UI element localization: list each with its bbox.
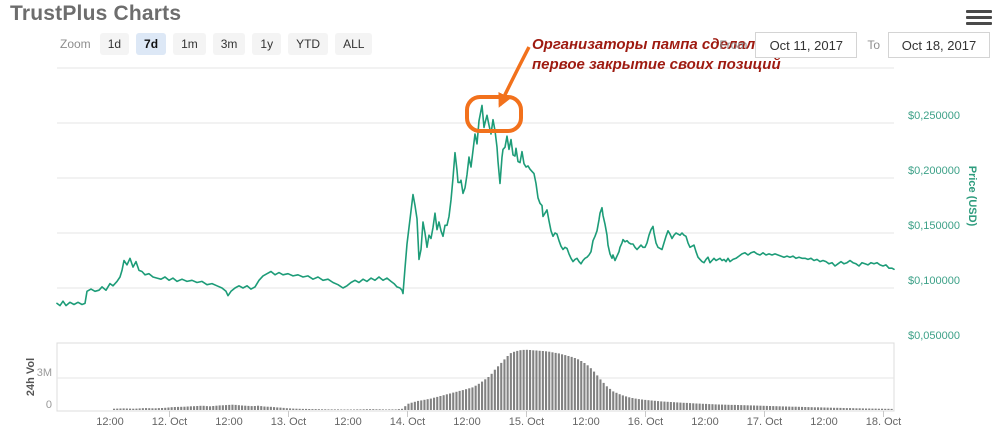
x-axis: 12:00 12. Oct 12:00 13. Oct 12:00 14. Oct 12:0… bbox=[96, 411, 901, 428]
x-axis-label: 12:00 bbox=[810, 416, 838, 428]
zoom-label: Zoom bbox=[60, 37, 91, 51]
price-axis-label: $0,050000 bbox=[908, 330, 960, 342]
x-axis-label: 18. Oct bbox=[866, 416, 901, 428]
x-axis-label: 16. Oct bbox=[628, 416, 663, 428]
chart-context-menu-icon[interactable] bbox=[966, 10, 992, 27]
range-selector-toolbar: Zoom 1d 7d 1m 3m 1y YTD ALL bbox=[60, 33, 379, 55]
price-axis-label: $0,250000 bbox=[908, 110, 960, 122]
hamburger-icon bbox=[966, 10, 992, 13]
page-title: TrustPlus Charts bbox=[10, 2, 182, 25]
to-label: To bbox=[867, 38, 880, 52]
annotation-line-1: Организаторы пампа сделали bbox=[532, 36, 765, 53]
x-axis-label: 12:00 bbox=[215, 416, 243, 428]
x-axis-label: 13. Oct bbox=[271, 416, 306, 428]
zoom-button-1d[interactable]: 1d bbox=[99, 33, 130, 55]
x-axis-label: 12. Oct bbox=[152, 416, 187, 428]
zoom-button-ytd[interactable]: YTD bbox=[288, 33, 329, 55]
annotation-line-2: первое закрытие своих позиций bbox=[532, 56, 781, 73]
zoom-button-1m[interactable]: 1m bbox=[173, 33, 206, 55]
x-axis-label: 12:00 bbox=[96, 416, 124, 428]
annotation-text: Организаторы пампа сделали первое закрыт… bbox=[532, 35, 781, 75]
hamburger-icon bbox=[966, 22, 992, 25]
chart-plot-area[interactable] bbox=[57, 60, 894, 411]
x-axis-label: 14. Oct bbox=[390, 416, 425, 428]
price-axis-label: $0,150000 bbox=[908, 220, 960, 232]
x-axis-label: 17. Oct bbox=[747, 416, 782, 428]
x-axis-label: 12:00 bbox=[453, 416, 481, 428]
x-axis-label: 12:00 bbox=[691, 416, 719, 428]
hamburger-icon bbox=[966, 16, 992, 19]
from-label: From bbox=[719, 38, 748, 52]
zoom-button-1y[interactable]: 1y bbox=[252, 33, 282, 55]
date-range-controls: From To bbox=[719, 32, 990, 58]
price-axis-label: $0,100000 bbox=[908, 275, 960, 287]
price-axis-title: Price (USD) bbox=[966, 166, 978, 227]
volume-axis-label: 3M bbox=[37, 367, 52, 379]
zoom-button-7d[interactable]: 7d bbox=[136, 33, 167, 55]
price-axis-label: $0,200000 bbox=[908, 165, 960, 177]
to-date-input[interactable] bbox=[888, 32, 990, 58]
zoom-button-all[interactable]: ALL bbox=[335, 33, 373, 55]
zoom-buttons-group: 1d 7d 1m 3m 1y YTD ALL bbox=[99, 33, 380, 55]
from-date-input[interactable] bbox=[755, 32, 858, 58]
x-axis-label: 12:00 bbox=[572, 416, 600, 428]
volume-axis-label: 0 bbox=[46, 399, 52, 411]
zoom-button-3m[interactable]: 3m bbox=[212, 33, 246, 55]
x-axis-label: 12:00 bbox=[334, 416, 362, 428]
x-axis-label: 15. Oct bbox=[509, 416, 544, 428]
volume-axis-title: 24h Vol bbox=[25, 358, 37, 396]
